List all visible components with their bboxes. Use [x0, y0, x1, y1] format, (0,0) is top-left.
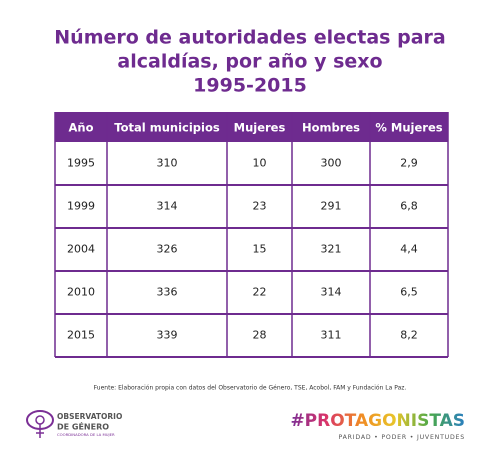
- logo-symbol: [35, 415, 45, 425]
- cell: 2010: [67, 286, 95, 299]
- cell: 310: [157, 157, 178, 170]
- cell: 22: [253, 286, 267, 299]
- cell: 314: [157, 200, 178, 213]
- cell: 314: [321, 286, 342, 299]
- source-note: Fuente: Elaboración propia con datos del…: [94, 385, 407, 392]
- cell: 311: [321, 329, 342, 342]
- column-header: Total municipios: [114, 121, 220, 135]
- cell: 321: [321, 243, 342, 256]
- header-row: [55, 112, 448, 142]
- cell: 4,4: [400, 243, 418, 256]
- hashtag: #PROTAGONISTAS: [290, 411, 465, 431]
- cell: 2015: [67, 329, 95, 342]
- cell: 326: [157, 243, 178, 256]
- logo-text: DE GÉNERO: [57, 421, 109, 432]
- cell: 300: [321, 157, 342, 170]
- column-header: % Mujeres: [375, 121, 442, 135]
- cell: 15: [253, 243, 267, 256]
- cell: 10: [253, 157, 267, 170]
- title-line: alcaldías, por año y sexo: [117, 51, 382, 73]
- column-header: Hombres: [302, 121, 360, 135]
- cell: 23: [253, 200, 267, 213]
- cell: 6,8: [400, 200, 418, 213]
- cell: 6,5: [400, 286, 418, 299]
- logo-text: COORDINADORA DE LA MUJER: [57, 432, 115, 437]
- cell: 1995: [67, 157, 95, 170]
- logo-text: OBSERVATORIO: [57, 412, 122, 421]
- column-header: Mujeres: [234, 121, 286, 135]
- protagonistas-logo: #PROTAGONISTAS PARIDAD • PODER • JUVENTU…: [290, 411, 465, 441]
- cell: 28: [253, 329, 267, 342]
- cell: 291: [321, 200, 342, 213]
- cell: 2004: [67, 243, 95, 256]
- cell: 339: [157, 329, 178, 342]
- cell: 1999: [67, 200, 95, 213]
- cell: 336: [157, 286, 178, 299]
- cell: 2,9: [400, 157, 418, 170]
- title-line: Número de autoridades electas para: [54, 27, 445, 49]
- observatorio-logo: OBSERVATORIO DE GÉNERO COORDINADORA DE L…: [26, 410, 122, 438]
- slogan: PARIDAD • PODER • JUVENTUDES: [338, 434, 465, 441]
- title-line: 1995-2015: [193, 75, 307, 97]
- column-header: Año: [69, 121, 94, 135]
- cell: 8,2: [400, 329, 418, 342]
- table: Año Total municipios Mujeres Hombres % Mujer…: [54, 112, 449, 358]
